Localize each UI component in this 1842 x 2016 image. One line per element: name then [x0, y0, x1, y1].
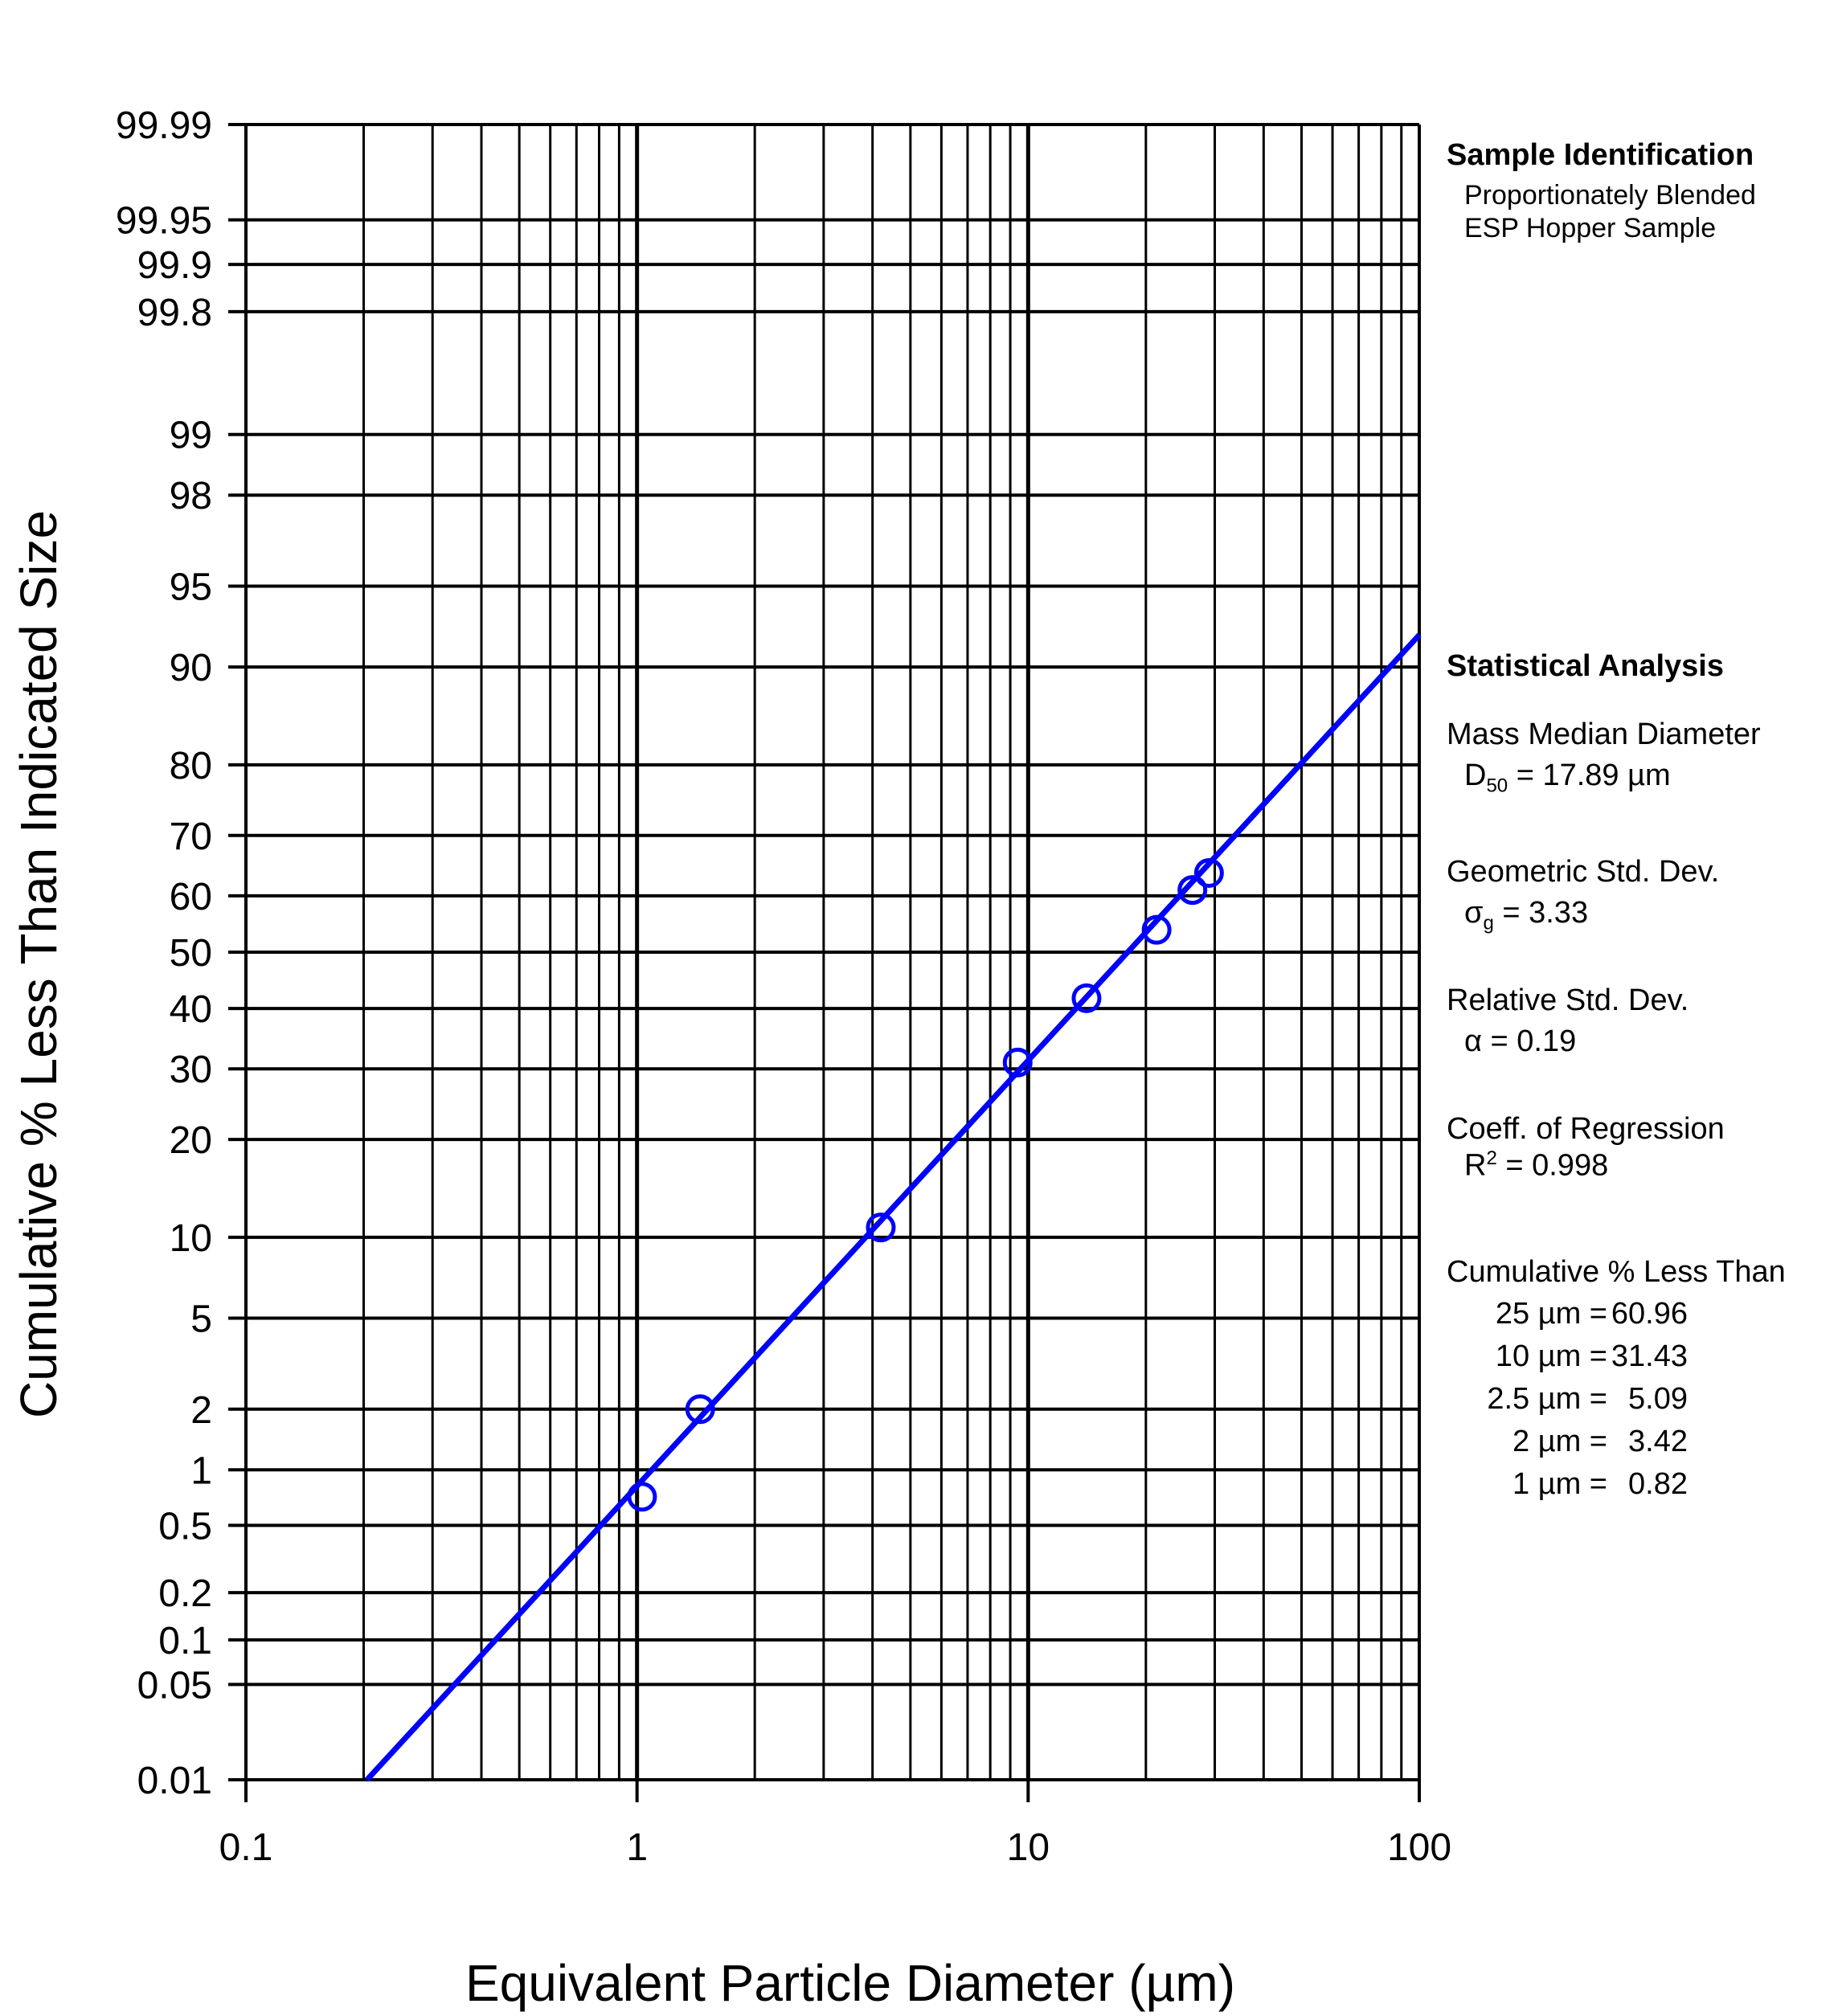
y-tick-label: 20 [170, 1119, 212, 1162]
y-tick-label: 5 [190, 1298, 212, 1341]
regression-number: = 0.998 [1496, 1148, 1609, 1183]
cumulative-value: 3.42 [1628, 1425, 1688, 1458]
y-tick-label: 40 [170, 988, 212, 1031]
data-points [627, 857, 1224, 1512]
regression-value: R2 = 0.998 [1447, 1147, 1608, 1184]
cumulative-row: 1 µm = 0.82 [1447, 1467, 1688, 1502]
y-tick-label: 1 [190, 1450, 212, 1492]
gsd-subscript: g [1483, 912, 1494, 934]
data-point [1193, 857, 1224, 888]
rsd-label: Relative Std. Dev. [1447, 983, 1689, 1017]
cumulative-value: 60.96 [1611, 1297, 1688, 1331]
x-axis-title: Equivalent Particle Diameter (µm) [465, 1954, 1235, 2012]
cumulative-row: 10 µm = 31.43 [1447, 1339, 1688, 1374]
cumulative-size: 1 µm = [1512, 1467, 1607, 1501]
stats-heading: Statistical Analysis [1447, 649, 1724, 683]
y-tick-label: 2 [190, 1389, 212, 1432]
y-tick-label: 0.05 [137, 1664, 212, 1707]
y-tick-label: 0.01 [137, 1760, 212, 1802]
y-tick-label: 99.9 [137, 244, 212, 287]
mmd-subscript: 50 [1486, 775, 1508, 797]
mmd-symbol: D [1464, 759, 1487, 792]
horizontal-grid [246, 218, 1419, 1687]
gsd-number: = 3.33 [1493, 896, 1589, 930]
cumulative-value: 0.82 [1628, 1467, 1688, 1501]
x-tick-labels: 0.1 1 10 100 [219, 1826, 1451, 1869]
mmd-label: Mass Median Diameter [1447, 718, 1761, 751]
data-point [1141, 914, 1172, 945]
cumulative-size: 2 µm = [1512, 1425, 1607, 1458]
data-point [627, 1482, 657, 1512]
y-tick-label: 95 [170, 566, 212, 608]
regression-symbol: R [1464, 1148, 1487, 1183]
regression-line-segment [365, 632, 1422, 1782]
data-point [1177, 875, 1208, 906]
y-tick-label: 99.99 [116, 104, 212, 147]
y-tick-label: 0.1 [158, 1620, 212, 1662]
axis-frame [228, 123, 1421, 1802]
x-tick-label: 1 [626, 1826, 648, 1869]
x-tick-label: 0.1 [219, 1826, 273, 1869]
y-tick-label: 0.2 [158, 1572, 212, 1615]
rsd-value: α = 0.19 [1464, 1024, 1577, 1058]
y-tick-label: 10 [170, 1217, 212, 1260]
y-tick-label: 90 [170, 647, 212, 689]
data-point [1071, 983, 1102, 1013]
sample-id-heading: Sample Identification [1447, 138, 1754, 172]
cumulative-size: 25 µm = [1495, 1297, 1607, 1331]
gsd-symbol: σ [1464, 896, 1484, 930]
cumulative-size: 10 µm = [1495, 1339, 1607, 1373]
cumulative-size: 2.5 µm = [1487, 1382, 1607, 1416]
y-tick-labels: 0.01 0.050.1 0.2 0.5 1 2 5 10 20 30 40 50 60 70 80 90 95… [116, 104, 212, 1802]
y-tick-label: 99.8 [137, 292, 212, 334]
y-tick-label: 99.95 [116, 200, 212, 243]
mmd-number: = 17.89 µm [1508, 759, 1671, 792]
cumulative-row: 2.5 µm = 5.09 [1447, 1382, 1688, 1417]
y-tick-label: 98 [170, 475, 212, 517]
data-point [866, 1212, 896, 1243]
gsd-label: Geometric Std. Dev. [1447, 855, 1720, 889]
regression-line [365, 632, 1422, 1782]
sample-id-line2: ESP Hopper Sample [1464, 213, 1717, 243]
mmd-value: D50 = 17.89 µm [1447, 759, 1671, 798]
sample-id-line1: Proportionately Blended [1464, 180, 1756, 211]
y-tick-label: 99 [170, 415, 212, 457]
y-tick-label: 80 [170, 745, 212, 787]
y-axis-title: Cumulative % Less Than Indicated Size [10, 510, 68, 1418]
y-tick-label: 50 [170, 932, 212, 975]
data-point [685, 1394, 715, 1425]
cumulative-value: 5.09 [1628, 1382, 1688, 1416]
regression-label: Coeff. of Regression [1447, 1112, 1725, 1146]
cumulative-value: 31.43 [1611, 1339, 1688, 1373]
cumulative-row: 2 µm = 3.42 [1447, 1425, 1688, 1459]
y-tick-label: 0.5 [158, 1505, 212, 1548]
y-tick-label: 60 [170, 876, 212, 918]
y-tick-label: 30 [170, 1049, 212, 1091]
cumulative-label: Cumulative % Less Than [1447, 1255, 1786, 1289]
regression-superscript: 2 [1486, 1147, 1497, 1169]
data-point [1002, 1047, 1033, 1078]
x-tick-label: 100 [1387, 1826, 1451, 1869]
y-tick-label: 70 [170, 816, 212, 858]
x-tick-label: 10 [1007, 1826, 1050, 1869]
gsd-value: σg = 3.33 [1447, 896, 1588, 935]
cumulative-row: 25 µm = 60.96 [1447, 1297, 1688, 1331]
